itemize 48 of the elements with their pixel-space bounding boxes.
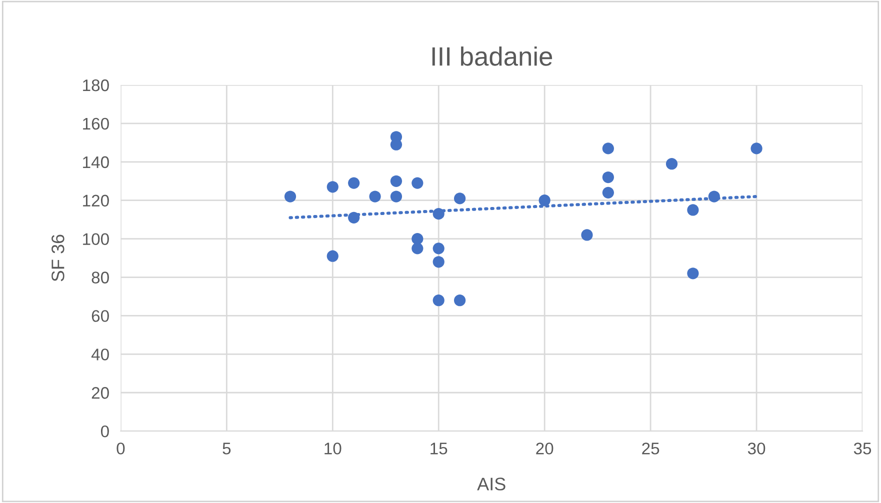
point — [602, 142, 614, 154]
y-axis-title: SF 36 — [52, 234, 64, 282]
x-tick-label: 5 — [222, 442, 231, 454]
y-tick-label: 40 — [91, 348, 109, 360]
point — [390, 190, 402, 202]
x-tick-label: 20 — [536, 442, 554, 454]
y-tick-label: 140 — [83, 156, 109, 168]
x-tick-label: 35 — [854, 442, 872, 454]
point — [687, 268, 699, 280]
point — [602, 186, 614, 198]
point — [581, 229, 593, 241]
point — [538, 194, 550, 206]
y-tick-label: 160 — [83, 118, 109, 130]
y-tick-label: 100 — [83, 233, 109, 246]
x-tick-label: 0 — [116, 442, 125, 454]
point — [412, 177, 424, 189]
point — [390, 175, 402, 187]
x-tick-label: 30 — [748, 442, 766, 454]
point — [432, 256, 444, 268]
point — [326, 250, 338, 262]
point — [432, 294, 444, 306]
x-tick-label: 25 — [642, 442, 660, 454]
point — [602, 171, 614, 184]
x-tick-label: 15 — [430, 442, 448, 454]
point — [687, 204, 699, 216]
y-tick-label: 0 — [100, 425, 109, 438]
point — [666, 158, 678, 170]
point — [412, 242, 424, 254]
y-tick-label: 120 — [83, 194, 109, 207]
point — [369, 190, 381, 202]
point — [348, 177, 360, 189]
point — [284, 190, 296, 202]
point — [454, 294, 466, 306]
point — [432, 242, 444, 254]
point — [326, 181, 338, 193]
point — [412, 233, 424, 245]
point — [454, 192, 466, 204]
point — [750, 142, 762, 154]
x-tick-label: 10 — [324, 442, 342, 454]
x-axis-title: AIS — [477, 478, 506, 490]
point — [348, 212, 360, 224]
point — [708, 190, 720, 202]
y-tick-label: 60 — [92, 310, 109, 322]
y-tick-label: 180 — [83, 79, 109, 92]
y-tick-label: 80 — [92, 272, 109, 284]
chart-title: III badanie — [432, 46, 552, 66]
point — [432, 208, 444, 220]
y-tick-label: 20 — [92, 387, 109, 399]
